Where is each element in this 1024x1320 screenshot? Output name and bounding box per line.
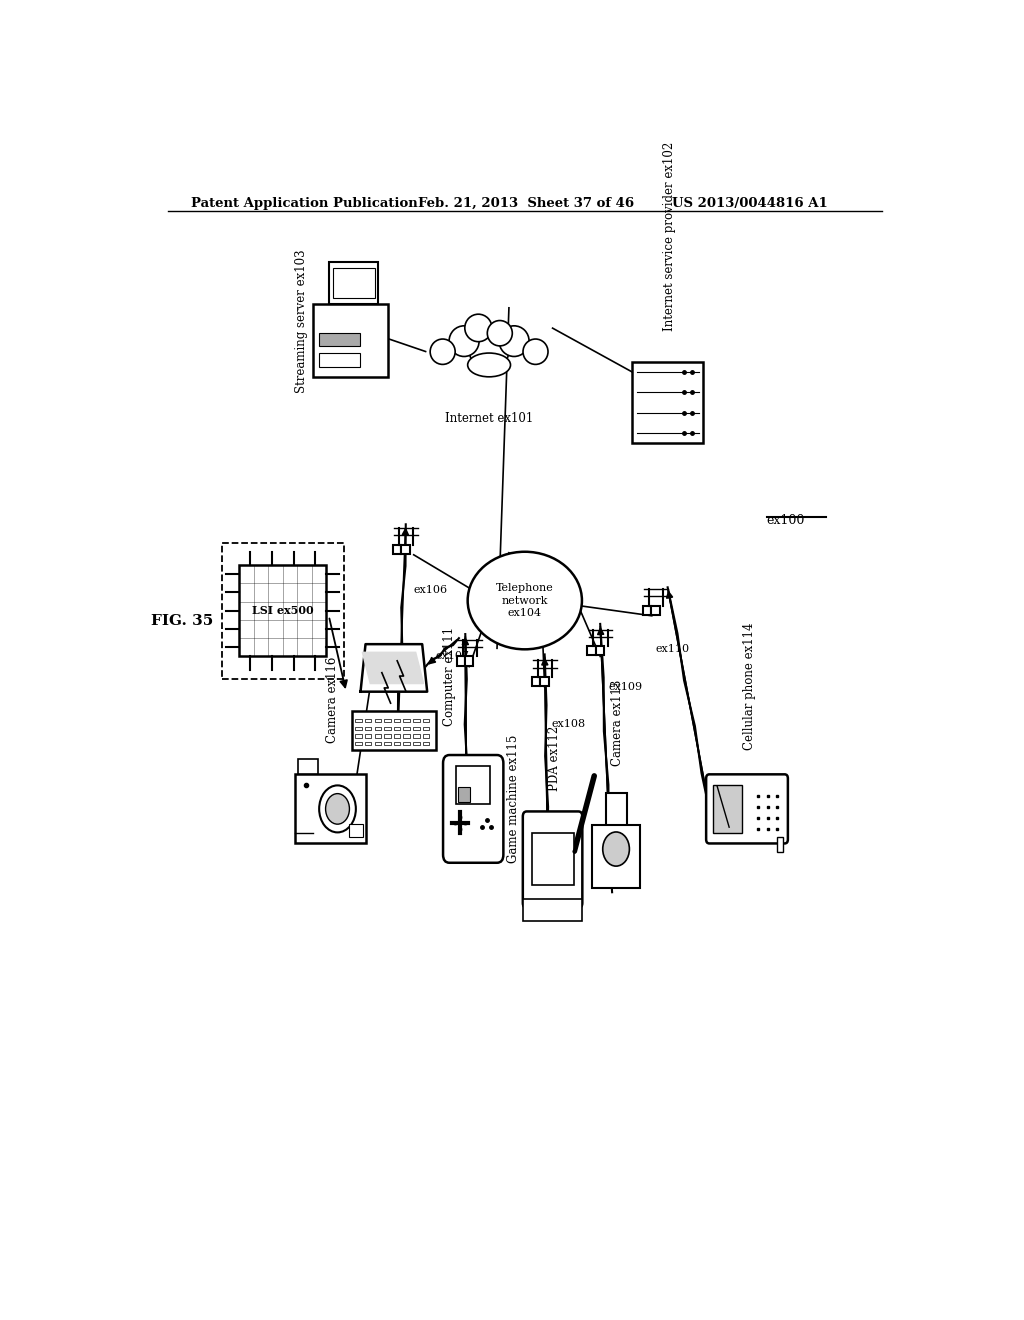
FancyBboxPatch shape (523, 812, 583, 908)
FancyBboxPatch shape (401, 545, 410, 554)
FancyBboxPatch shape (651, 606, 659, 615)
FancyBboxPatch shape (375, 726, 381, 730)
FancyBboxPatch shape (375, 742, 381, 746)
FancyBboxPatch shape (352, 710, 435, 750)
FancyBboxPatch shape (375, 734, 381, 738)
Ellipse shape (465, 314, 492, 342)
Text: ex106: ex106 (414, 585, 447, 595)
FancyBboxPatch shape (707, 775, 787, 843)
FancyBboxPatch shape (605, 793, 627, 830)
Text: Internet service provider ex102: Internet service provider ex102 (663, 143, 676, 331)
Text: Patent Application Publication: Patent Application Publication (191, 197, 418, 210)
FancyBboxPatch shape (423, 742, 429, 746)
FancyBboxPatch shape (523, 899, 583, 921)
Text: Internet ex101: Internet ex101 (445, 412, 534, 425)
Text: Streaming server ex103: Streaming server ex103 (295, 249, 307, 393)
Text: Camera ex113: Camera ex113 (611, 680, 625, 766)
FancyBboxPatch shape (365, 742, 372, 746)
FancyBboxPatch shape (384, 734, 391, 738)
FancyBboxPatch shape (403, 734, 410, 738)
Ellipse shape (523, 339, 548, 364)
Text: US 2013/0044816 A1: US 2013/0044816 A1 (672, 197, 827, 210)
FancyBboxPatch shape (295, 775, 367, 843)
FancyBboxPatch shape (403, 726, 410, 730)
FancyBboxPatch shape (394, 719, 400, 722)
FancyBboxPatch shape (318, 333, 360, 346)
FancyBboxPatch shape (394, 734, 400, 738)
Text: Feb. 21, 2013  Sheet 37 of 46: Feb. 21, 2013 Sheet 37 of 46 (418, 197, 634, 210)
Text: Computer ex111: Computer ex111 (443, 627, 456, 726)
Ellipse shape (487, 321, 512, 346)
FancyBboxPatch shape (355, 734, 361, 738)
FancyBboxPatch shape (384, 719, 391, 722)
FancyBboxPatch shape (318, 354, 360, 367)
Ellipse shape (499, 326, 529, 356)
FancyBboxPatch shape (298, 759, 317, 775)
Circle shape (603, 832, 630, 866)
Polygon shape (362, 652, 424, 684)
Text: ex108: ex108 (552, 719, 586, 730)
FancyBboxPatch shape (394, 726, 400, 730)
FancyBboxPatch shape (355, 726, 361, 730)
Text: ex100: ex100 (767, 515, 805, 527)
Ellipse shape (468, 552, 582, 649)
FancyBboxPatch shape (413, 742, 420, 746)
FancyBboxPatch shape (588, 647, 596, 656)
Text: ex109: ex109 (609, 682, 643, 692)
FancyBboxPatch shape (312, 304, 388, 378)
FancyBboxPatch shape (334, 268, 375, 298)
Text: Cellular phone ex114: Cellular phone ex114 (742, 623, 756, 750)
FancyBboxPatch shape (403, 742, 410, 746)
Text: ex110: ex110 (655, 644, 690, 655)
FancyBboxPatch shape (393, 545, 401, 554)
FancyBboxPatch shape (456, 766, 490, 804)
Text: ex107: ex107 (435, 651, 469, 661)
Text: Camera ex116: Camera ex116 (327, 656, 339, 743)
Text: PDA ex112: PDA ex112 (548, 726, 561, 791)
Circle shape (319, 785, 356, 833)
FancyBboxPatch shape (365, 719, 372, 722)
FancyBboxPatch shape (365, 726, 372, 730)
Text: Telephone
network
ex104: Telephone network ex104 (496, 583, 554, 618)
Ellipse shape (469, 334, 509, 368)
FancyBboxPatch shape (531, 677, 541, 686)
FancyBboxPatch shape (348, 824, 362, 837)
FancyBboxPatch shape (457, 656, 465, 665)
FancyBboxPatch shape (459, 787, 470, 803)
FancyBboxPatch shape (375, 719, 381, 722)
Ellipse shape (430, 339, 455, 364)
FancyBboxPatch shape (423, 726, 429, 730)
FancyBboxPatch shape (330, 261, 379, 304)
FancyBboxPatch shape (423, 734, 429, 738)
FancyBboxPatch shape (714, 784, 742, 833)
FancyBboxPatch shape (355, 719, 361, 722)
FancyBboxPatch shape (365, 734, 372, 738)
FancyBboxPatch shape (413, 734, 420, 738)
Text: FIG. 35: FIG. 35 (151, 614, 213, 628)
FancyBboxPatch shape (632, 362, 703, 444)
FancyBboxPatch shape (240, 565, 327, 656)
Ellipse shape (468, 352, 511, 376)
FancyBboxPatch shape (596, 647, 604, 656)
FancyBboxPatch shape (413, 719, 420, 722)
FancyBboxPatch shape (643, 606, 651, 615)
Ellipse shape (450, 326, 479, 356)
FancyBboxPatch shape (592, 825, 640, 887)
FancyBboxPatch shape (413, 726, 420, 730)
Text: LSI ex500: LSI ex500 (252, 605, 313, 616)
FancyBboxPatch shape (777, 837, 783, 851)
FancyBboxPatch shape (423, 719, 429, 722)
FancyBboxPatch shape (384, 726, 391, 730)
FancyBboxPatch shape (384, 742, 391, 746)
FancyBboxPatch shape (443, 755, 504, 863)
FancyBboxPatch shape (394, 742, 400, 746)
FancyBboxPatch shape (541, 677, 549, 686)
FancyBboxPatch shape (403, 719, 410, 722)
FancyBboxPatch shape (465, 656, 473, 665)
FancyBboxPatch shape (355, 742, 361, 746)
FancyBboxPatch shape (531, 833, 573, 884)
Circle shape (326, 793, 349, 824)
Polygon shape (360, 644, 427, 692)
Text: Game machine ex115: Game machine ex115 (507, 734, 519, 863)
